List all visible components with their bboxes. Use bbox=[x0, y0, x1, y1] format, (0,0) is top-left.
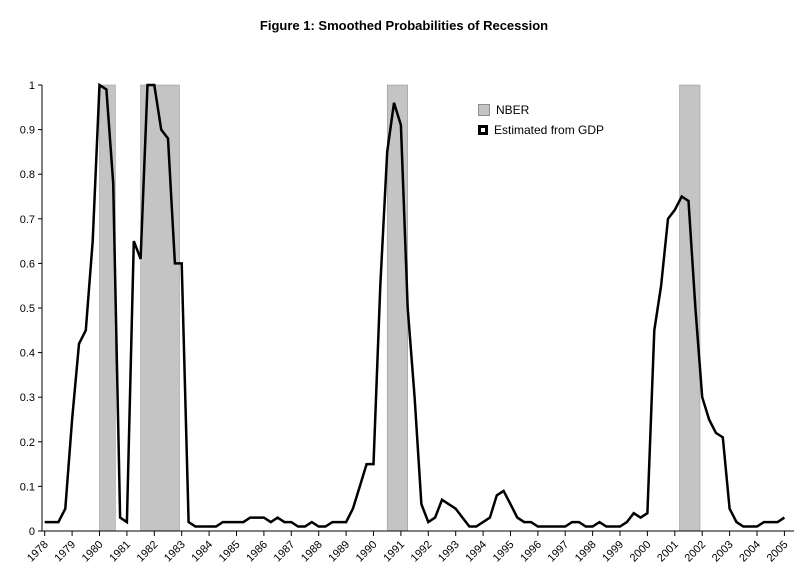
y-tick-label: 0.6 bbox=[20, 258, 35, 270]
y-tick-label: 0 bbox=[29, 526, 35, 538]
legend-label-estimated-gdp: Estimated from GDP bbox=[494, 123, 605, 137]
x-tick-label: 2002 bbox=[683, 539, 709, 565]
x-tick-label: 1979 bbox=[52, 539, 78, 565]
y-tick-label: 0.4 bbox=[20, 348, 35, 360]
x-tick-label: 1982 bbox=[135, 539, 161, 565]
y-tick-label: 0.2 bbox=[20, 437, 35, 449]
y-tick-label: 0.7 bbox=[20, 214, 35, 226]
x-tick-label: 1983 bbox=[162, 539, 188, 565]
y-tick-label: 0.9 bbox=[20, 125, 35, 137]
x-tick-label: 2004 bbox=[737, 539, 763, 565]
x-tick-label: 1995 bbox=[491, 539, 517, 565]
x-tick-label: 1986 bbox=[244, 539, 270, 565]
x-tick-label: 1992 bbox=[409, 539, 435, 565]
x-tick-label: 1985 bbox=[217, 539, 243, 565]
nber-recession-band bbox=[386, 84, 408, 532]
x-tick-label: 1987 bbox=[272, 539, 298, 565]
x-tick-label: 1980 bbox=[80, 539, 106, 565]
x-tick-label: 1993 bbox=[436, 539, 462, 565]
x-tick-label: 1989 bbox=[326, 539, 352, 565]
x-tick-label: 1999 bbox=[600, 539, 626, 565]
x-tick-label: 1984 bbox=[189, 539, 215, 565]
x-tick-label: 2005 bbox=[765, 539, 791, 565]
y-tick-label: 0.3 bbox=[20, 392, 35, 404]
nber-recession-band bbox=[99, 84, 116, 532]
gdp-line-marker-icon bbox=[478, 125, 488, 135]
nber-recession-band bbox=[679, 84, 701, 532]
x-tick-label: 1997 bbox=[546, 539, 572, 565]
figure-title: Figure 1: Smoothed Probabilities of Rece… bbox=[259, 18, 549, 33]
x-tick-label: 1994 bbox=[463, 539, 489, 565]
x-tick-label: 2001 bbox=[655, 539, 681, 565]
x-tick-label: 1991 bbox=[381, 539, 407, 565]
y-tick-label: 0.5 bbox=[20, 303, 35, 315]
x-tick-label: 1990 bbox=[354, 539, 380, 565]
x-tick-label: 1998 bbox=[573, 539, 599, 565]
x-tick-label: 2003 bbox=[710, 539, 736, 565]
legend-item-estimated-gdp: Estimated from GDP bbox=[478, 120, 604, 140]
x-tick-label: 1978 bbox=[25, 539, 51, 565]
y-tick-label: 0.1 bbox=[20, 481, 35, 493]
nber-band-swatch-icon bbox=[478, 104, 490, 116]
gdp-probability-line bbox=[44, 82, 786, 528]
x-tick-label: 1981 bbox=[107, 539, 133, 565]
legend-label-nber: NBER bbox=[496, 103, 530, 117]
legend-item-nber: NBER bbox=[478, 100, 604, 120]
x-tick-label: 1996 bbox=[518, 539, 544, 565]
y-tick-label: 1 bbox=[29, 80, 35, 92]
x-tick-label: 2000 bbox=[628, 539, 654, 565]
y-tick-label: 0.8 bbox=[20, 169, 35, 181]
nber-recession-band bbox=[140, 84, 180, 532]
legend: NBER Estimated from GDP bbox=[478, 100, 604, 140]
x-tick-label: 1988 bbox=[299, 539, 325, 565]
